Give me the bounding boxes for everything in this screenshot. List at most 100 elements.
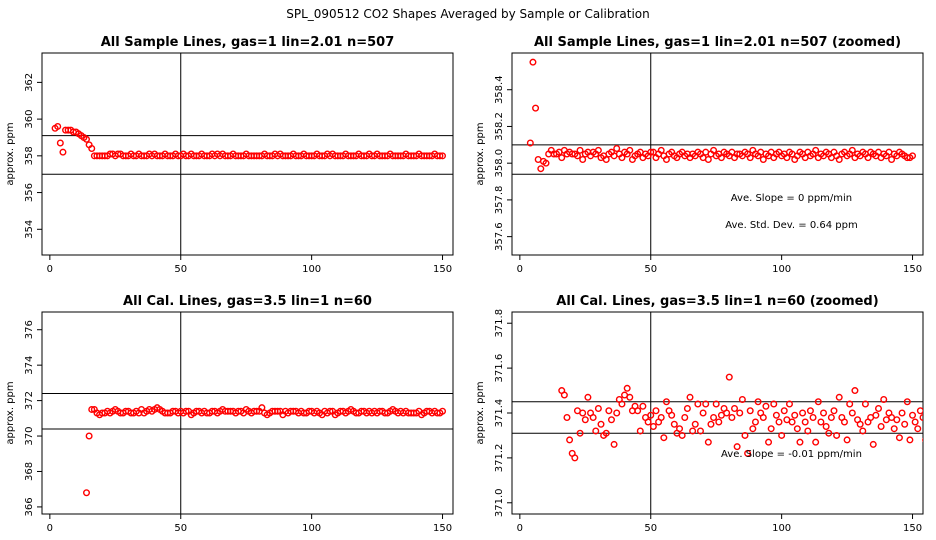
data-point [822,422,830,430]
y-tick-label: 358 [24,146,35,165]
data-point [791,411,799,419]
data-point [877,422,885,430]
data-series [51,122,447,160]
data-point [618,400,626,408]
data-point [765,438,773,446]
data-point [825,429,833,437]
data-point [83,135,91,143]
chart-title: All Cal. Lines, gas=3.5 lin=1 n=60 [123,294,372,309]
data-point [741,431,749,439]
data-point [710,146,718,154]
data-point [686,393,694,401]
y-tick-label: 362 [24,73,35,92]
data-point [820,409,828,417]
data-point [668,411,676,419]
data-point [581,416,589,424]
data-point [439,407,447,415]
data-point [652,407,660,415]
x-tick-label: 100 [772,523,791,534]
data-point [909,411,917,419]
data-point [856,420,864,428]
data-point [914,425,922,433]
data-point [558,154,566,162]
data-point [725,373,733,381]
data-point [906,436,914,444]
data-point [88,405,96,413]
annotation: Ave. Slope = -0.01 ppm/min [721,449,862,460]
data-point [778,431,786,439]
data-point [712,400,720,408]
data-point [594,405,602,413]
data-point [670,420,678,428]
data-point [602,429,610,437]
data-point [715,418,723,426]
y-tick-label: 358.0 [494,149,505,178]
data-point [793,425,801,433]
data-point [731,405,739,413]
data-point [922,437,923,443]
data-series [526,58,917,173]
figure-title: SPL_090512 CO2 Shapes Averaged by Sample… [286,7,650,21]
data-point [749,425,757,433]
x-tick-label: 100 [302,523,321,534]
y-tick-label: 372 [24,391,35,410]
data-point [801,418,809,426]
data-point [809,413,817,421]
data-point [657,413,665,421]
y-tick-label: 374 [24,356,35,375]
y-tick-label: 371.6 [494,354,505,383]
data-point [660,434,668,442]
data-point [780,407,788,415]
data-point [785,400,793,408]
data-point [746,407,754,415]
x-tick-label: 0 [517,264,523,275]
data-point [804,427,812,435]
data-point [54,122,62,130]
data-point [919,413,923,421]
data-point [610,440,618,448]
chart-panel-3: All Cal. Lines, gas=3.5 lin=1 n=60 0 50 100… [5,294,454,534]
data-point [909,152,917,160]
y-tick-label: 371.2 [494,444,505,473]
y-tick-label: 376 [24,320,35,339]
data-point [893,416,901,424]
data-point [888,156,896,164]
data-point [812,146,820,154]
data-point [812,438,820,446]
chart-panels: All Sample Lines, gas=1 lin=2.01 n=507 0 5… [5,35,924,534]
data-point [566,436,574,444]
data-point [597,420,605,428]
data-point [759,413,767,421]
data-point [901,420,909,428]
data-point [618,154,626,162]
data-point [770,400,778,408]
y-tick-label: 366 [24,497,35,516]
data-point [916,407,923,415]
data-point [806,407,814,415]
x-tick-label: 100 [302,264,321,275]
data-point [613,409,621,417]
data-point [602,156,610,164]
data-point [754,398,762,406]
data-point [691,420,699,428]
data-point [895,434,903,442]
data-point [644,418,652,426]
data-point [864,154,872,162]
data-point [707,420,715,428]
x-tick-label: 100 [772,264,791,275]
data-point [678,431,686,439]
data-point [775,418,783,426]
data-point [326,407,334,415]
data-point [676,425,684,433]
chart-title: All Cal. Lines, gas=3.5 lin=1 n=60 (zoom… [556,294,878,309]
data-point [783,154,791,162]
data-point [799,409,807,417]
data-point [59,148,67,156]
x-tick-label: 50 [644,523,657,534]
chart-title: All Sample Lines, gas=1 lin=2.01 n=507 [101,35,395,50]
chart-panel-2: All Sample Lines, gas=1 lin=2.01 n=507 (… [475,35,924,275]
y-tick-label: 371.4 [494,399,505,428]
data-point [258,404,266,412]
data-point [696,427,704,435]
y-tick-label: 358.4 [494,75,505,104]
